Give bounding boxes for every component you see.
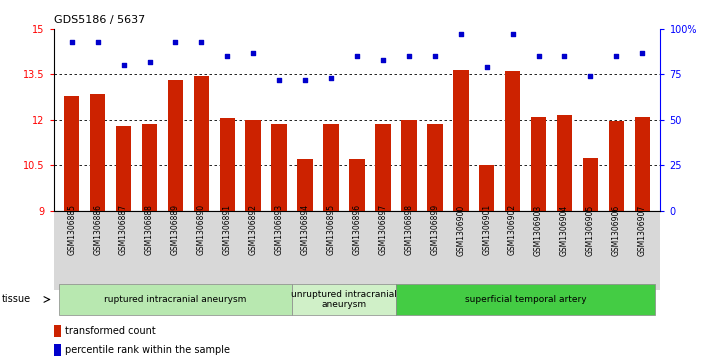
Point <box>326 75 337 81</box>
Bar <box>349 159 365 211</box>
Text: ruptured intracranial aneurysm: ruptured intracranial aneurysm <box>104 295 246 304</box>
Point <box>118 62 129 68</box>
Bar <box>323 125 339 211</box>
Bar <box>54 344 61 356</box>
Point <box>585 73 596 79</box>
Bar <box>427 125 443 211</box>
Point <box>481 64 493 70</box>
Bar <box>54 325 61 337</box>
Bar <box>635 117 650 211</box>
Point <box>351 53 363 59</box>
Bar <box>557 115 572 211</box>
Bar <box>531 117 546 211</box>
Text: tissue: tissue <box>2 294 31 305</box>
Text: unruptured intracranial
aneurysm: unruptured intracranial aneurysm <box>291 290 397 309</box>
Bar <box>59 284 292 315</box>
Bar <box>116 126 131 211</box>
Bar <box>297 159 313 211</box>
Point <box>559 53 570 59</box>
Point <box>533 53 544 59</box>
Point <box>273 77 285 83</box>
Bar <box>271 125 287 211</box>
Bar <box>168 81 183 211</box>
Bar <box>292 284 396 315</box>
Point <box>455 32 466 37</box>
Text: superficial temporal artery: superficial temporal artery <box>465 295 586 304</box>
Text: percentile rank within the sample: percentile rank within the sample <box>65 345 230 355</box>
Point <box>196 39 207 45</box>
Point <box>637 50 648 56</box>
Bar <box>246 120 261 211</box>
Point <box>144 59 155 65</box>
Point <box>66 39 77 45</box>
Point <box>377 57 388 63</box>
Text: transformed count: transformed count <box>65 326 156 336</box>
Bar <box>375 125 391 211</box>
Bar <box>90 94 106 211</box>
Point <box>610 53 622 59</box>
Point <box>429 53 441 59</box>
Bar <box>401 120 417 211</box>
Bar <box>193 76 209 211</box>
Bar <box>396 284 655 315</box>
Point <box>403 53 415 59</box>
Point <box>92 39 104 45</box>
Bar <box>142 125 157 211</box>
Point <box>221 53 233 59</box>
Bar <box>453 70 468 211</box>
Bar <box>219 118 235 211</box>
Bar <box>583 158 598 211</box>
Point <box>507 32 518 37</box>
Point <box>170 39 181 45</box>
Bar <box>505 72 521 211</box>
Text: GDS5186 / 5637: GDS5186 / 5637 <box>54 15 145 25</box>
Point <box>248 50 259 56</box>
Bar <box>64 95 79 211</box>
Bar <box>608 121 624 211</box>
Point <box>299 77 311 83</box>
Bar <box>479 165 495 211</box>
